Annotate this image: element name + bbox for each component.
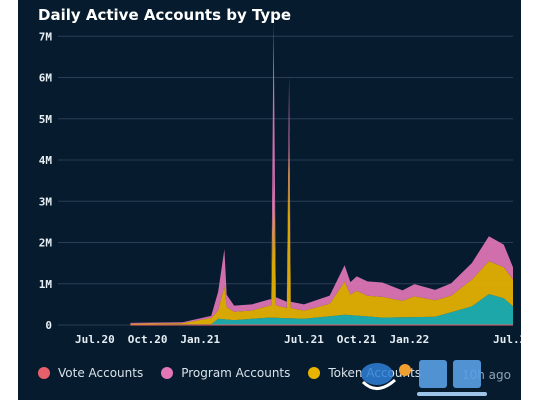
y-tick-label: 4M — [39, 154, 53, 167]
area-token-accounts — [130, 128, 513, 325]
chart-svg: 0 1M 2M 3M 4M 5M 6M 7M Jul.20 Oct.20 Jan.21 Jul.21 O… — [39, 20, 521, 346]
x-tick-label: Jul.20 — [75, 333, 115, 346]
legend-label-program: Program Accounts — [181, 366, 291, 380]
watermark-logo — [361, 360, 487, 396]
legend-item-program-accounts[interactable]: Program Accounts — [161, 366, 290, 380]
x-tick-label: Oct.20 — [128, 333, 168, 346]
x-tick-label: Jan.22 — [389, 333, 429, 346]
legend-swatch-program — [161, 367, 174, 379]
x-tick-label: Jul.22 — [493, 333, 521, 346]
y-tick-label: 3M — [39, 195, 53, 208]
legend-label-vote: Vote Accounts — [58, 366, 144, 380]
x-tick-label: Oct.21 — [337, 333, 377, 346]
y-tick-label: 6M — [39, 72, 53, 85]
y-tick-label: 5M — [39, 113, 53, 126]
area-teal-base — [130, 294, 513, 325]
y-tick-label: 1M — [39, 278, 53, 291]
legend-swatch-token — [308, 367, 321, 379]
y-tick-label: 0 — [45, 319, 52, 332]
legend-swatch-vote — [38, 367, 50, 379]
area-program-accounts — [130, 20, 513, 324]
legend: Vote Accounts Program Accounts Token Acc… — [38, 366, 439, 380]
x-tick-label: Jan.21 — [180, 333, 220, 346]
legend-item-vote-accounts[interactable]: Vote Accounts — [38, 366, 143, 380]
x-tick-label: Jul.21 — [284, 333, 324, 346]
y-tick-label: 7M — [39, 30, 53, 43]
y-tick-label: 2M — [39, 237, 53, 250]
chart-title: Daily Active Accounts by Type — [38, 6, 292, 24]
chart-card: Daily Active Accounts by Type 0 1M 2M 3M 4M 5… — [18, 0, 521, 400]
